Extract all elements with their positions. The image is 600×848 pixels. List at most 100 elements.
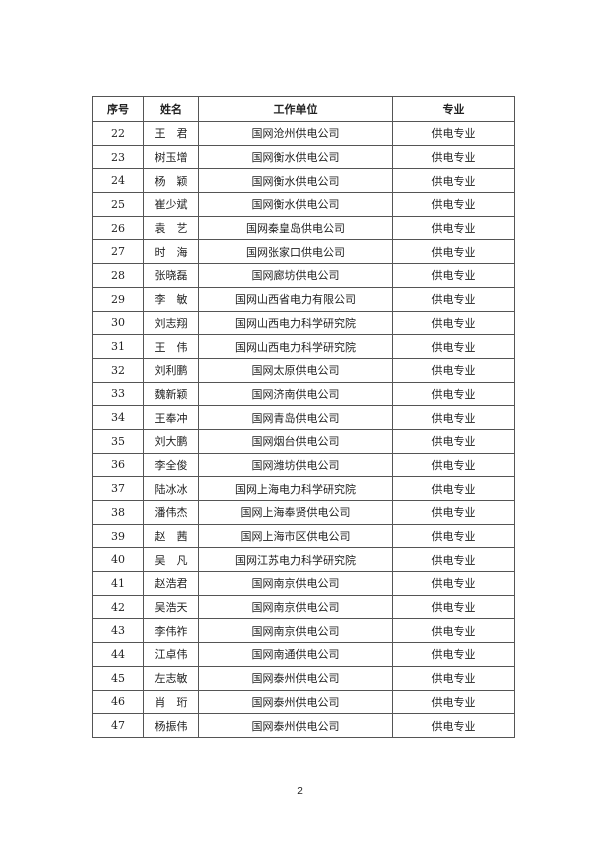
table-row: 31 王 伟国网山西电力科学研究院 供电专业 (92, 334, 515, 359)
cell-index: 24 (92, 168, 144, 194)
cell-specialty: 供电专业 (392, 405, 515, 430)
table-row: 41 赵浩君 国网南京供电公司 供电专业 (92, 571, 515, 596)
cell-specialty: 供电专业 (392, 239, 515, 265)
cell-name: 王奉冲 (143, 405, 199, 430)
cell-name: 杨振伟 (143, 713, 199, 738)
cell-organization: 国网南京供电公司 (198, 571, 393, 596)
table-row: 26 袁 艺国网秦皇岛供电公司 供电专业 (92, 215, 515, 241)
cell-organization: 国网山西电力科学研究院 (198, 334, 393, 359)
cell-name: 潘伟杰 (143, 500, 199, 525)
cell-specialty: 供电专业 (392, 310, 515, 336)
page-number: 2 (297, 786, 303, 797)
cell-specialty: 供电专业 (392, 334, 515, 359)
cell-index: 23 (92, 144, 144, 170)
cell-organization: 国网南京供电公司 (198, 618, 393, 644)
cell-organization: 国网青岛供电公司 (198, 405, 393, 430)
table-row: 32 刘利鹏 国网太原供电公司 供电专业 (92, 357, 515, 383)
cell-index: 36 (92, 452, 144, 478)
cell-organization: 国网泰州供电公司 (198, 713, 393, 738)
cell-index: 44 (92, 642, 144, 667)
cell-name: 陆冰冰 (143, 476, 199, 501)
cell-organization: 国网张家口供电公司 (198, 239, 393, 265)
cell-specialty: 供电专业 (392, 571, 515, 596)
cell-specialty: 供电专业 (392, 618, 515, 644)
header-name: 姓名 (143, 96, 199, 122)
table-row: 33 魏新颖 国网济南供电公司 供电专业 (92, 381, 515, 407)
cell-specialty: 供电专业 (392, 263, 515, 288)
cell-organization: 国网廊坊供电公司 (198, 263, 393, 288)
table-row: 39 赵 茜国网上海市区供电公司 供电专业 (92, 523, 515, 549)
table-row: 25 崔少斌 国网衡水供电公司 供电专业 (92, 192, 515, 217)
cell-index: 39 (92, 523, 144, 549)
cell-name: 吴浩天 (143, 594, 199, 620)
cell-index: 45 (92, 665, 144, 691)
cell-index: 22 (92, 121, 144, 146)
cell-specialty: 供电专业 (392, 547, 515, 573)
cell-specialty: 供电专业 (392, 452, 515, 478)
cell-index: 34 (92, 405, 144, 430)
table-row: 45 左志敏 国网泰州供电公司 供电专业 (92, 665, 515, 691)
cell-index: 30 (92, 310, 144, 336)
cell-specialty: 供电专业 (392, 286, 515, 312)
cell-name: 刘利鹏 (143, 357, 199, 383)
cell-name: 张晓磊 (143, 263, 199, 288)
cell-specialty: 供电专业 (392, 428, 515, 454)
cell-name: 王 伟 (143, 334, 199, 359)
table-row: 24 杨 颖国网衡水供电公司 供电专业 (92, 168, 515, 194)
cell-name: 魏新颖 (143, 381, 199, 407)
cell-organization: 国网泰州供电公司 (198, 665, 393, 691)
table-row: 44 江卓伟 国网南通供电公司 供电专业 (92, 642, 515, 667)
cell-index: 46 (92, 689, 144, 715)
table-row: 40 吴 凡国网江苏电力科学研究院 供电专业 (92, 547, 515, 573)
cell-specialty: 供电专业 (392, 357, 515, 383)
cell-specialty: 供电专业 (392, 642, 515, 667)
table-row: 46 肖 珩国网泰州供电公司 供电专业 (92, 689, 515, 715)
cell-organization: 国网上海市区供电公司 (198, 523, 393, 549)
cell-organization: 国网泰州供电公司 (198, 689, 393, 715)
table-header-row: 序号 姓名 工作单位 专业 (92, 96, 515, 122)
cell-organization: 国网烟台供电公司 (198, 428, 393, 454)
cell-organization: 国网江苏电力科学研究院 (198, 547, 393, 573)
cell-organization: 国网山西电力科学研究院 (198, 310, 393, 336)
cell-specialty: 供电专业 (392, 594, 515, 620)
cell-specialty: 供电专业 (392, 381, 515, 407)
cell-specialty: 供电专业 (392, 500, 515, 525)
cell-name: 肖 珩 (143, 689, 199, 715)
cell-organization: 国网衡水供电公司 (198, 192, 393, 217)
table-row: 47 杨振伟 国网泰州供电公司 供电专业 (92, 713, 515, 738)
table-row: 30 刘志翔 国网山西电力科学研究院 供电专业 (92, 310, 515, 336)
cell-specialty: 供电专业 (392, 215, 515, 241)
cell-name: 李 敏 (143, 286, 199, 312)
cell-name: 赵浩君 (143, 571, 199, 596)
cell-organization: 国网南通供电公司 (198, 642, 393, 667)
table-row: 27 时 海国网张家口供电公司 供电专业 (92, 239, 515, 265)
cell-index: 47 (92, 713, 144, 738)
cell-index: 27 (92, 239, 144, 265)
personnel-table: 序号 姓名 工作单位 专业 22 王 君国网沧州供电公司 供电专业 23 树玉增 国网衡水… (92, 96, 515, 738)
cell-index: 38 (92, 500, 144, 525)
cell-index: 31 (92, 334, 144, 359)
cell-name: 袁 艺 (143, 215, 199, 241)
cell-organization: 国网山西省电力有限公司 (198, 286, 393, 312)
cell-index: 37 (92, 476, 144, 501)
cell-name: 李伟祚 (143, 618, 199, 644)
cell-index: 25 (92, 192, 144, 217)
cell-specialty: 供电专业 (392, 476, 515, 501)
table-row: 35 刘大鹏 国网烟台供电公司 供电专业 (92, 428, 515, 454)
table-row: 22 王 君国网沧州供电公司 供电专业 (92, 121, 515, 146)
cell-index: 33 (92, 381, 144, 407)
table-row: 34 王奉冲 国网青岛供电公司 供电专业 (92, 405, 515, 430)
table-row: 38 潘伟杰 国网上海奉贤供电公司 供电专业 (92, 500, 515, 525)
cell-name: 江卓伟 (143, 642, 199, 667)
cell-organization: 国网衡水供电公司 (198, 144, 393, 170)
cell-organization: 国网上海电力科学研究院 (198, 476, 393, 501)
cell-name: 左志敏 (143, 665, 199, 691)
cell-specialty: 供电专业 (392, 192, 515, 217)
table-row: 37 陆冰冰 国网上海电力科学研究院 供电专业 (92, 476, 515, 501)
cell-organization: 国网沧州供电公司 (198, 121, 393, 146)
cell-specialty: 供电专业 (392, 689, 515, 715)
cell-name: 李全俊 (143, 452, 199, 478)
cell-index: 26 (92, 215, 144, 241)
cell-index: 35 (92, 428, 144, 454)
cell-organization: 国网南京供电公司 (198, 594, 393, 620)
